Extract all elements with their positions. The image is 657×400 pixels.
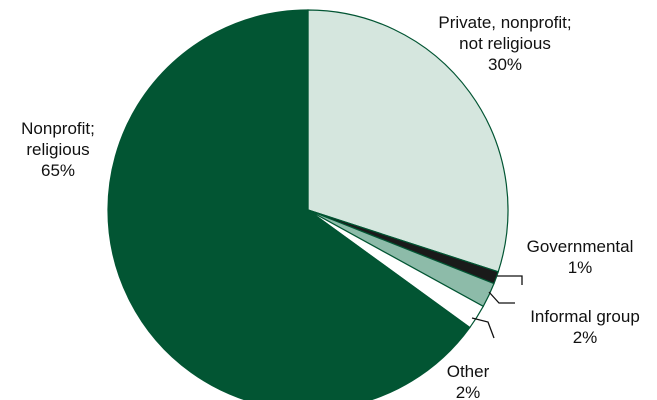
slice-category-label: religious [26, 140, 89, 159]
slice-category-label: Informal group [530, 307, 640, 326]
label-informal-group: Informal group 2% [530, 307, 640, 347]
slice-value-label: 2% [456, 383, 481, 400]
slice-value-label: 65% [41, 161, 75, 180]
pie-slices [107, 9, 509, 400]
leader-informal-group [488, 291, 515, 304]
leader-lines [471, 275, 523, 339]
slice-category-label: Other [447, 362, 490, 381]
slice-value-label: 1% [568, 258, 593, 277]
slice-category-label: Governmental [527, 237, 634, 256]
slice-category-label: Private, nonprofit; [438, 13, 571, 32]
label-other: Other 2% [447, 362, 490, 400]
slice-value-label: 2% [573, 328, 598, 347]
label-governmental: Governmental 1% [527, 237, 634, 277]
slice-category-label: not religious [459, 34, 551, 53]
slice-category-label: Nonprofit; [21, 119, 95, 138]
slice-value-label: 30% [488, 55, 522, 74]
label-nonprofit-religious: Nonprofit; religious 65% [21, 119, 95, 180]
slice-labels: Private, nonprofit; not religious 30% Gover… [21, 13, 640, 400]
slice-nonprofit-religious [107, 9, 471, 400]
slice-private-nonprofit-not-religious [307, 9, 509, 273]
label-private-nonprofit-not-religious: Private, nonprofit; not religious 30% [438, 13, 571, 74]
leader-other [471, 317, 495, 339]
leader-governmental [497, 275, 523, 285]
